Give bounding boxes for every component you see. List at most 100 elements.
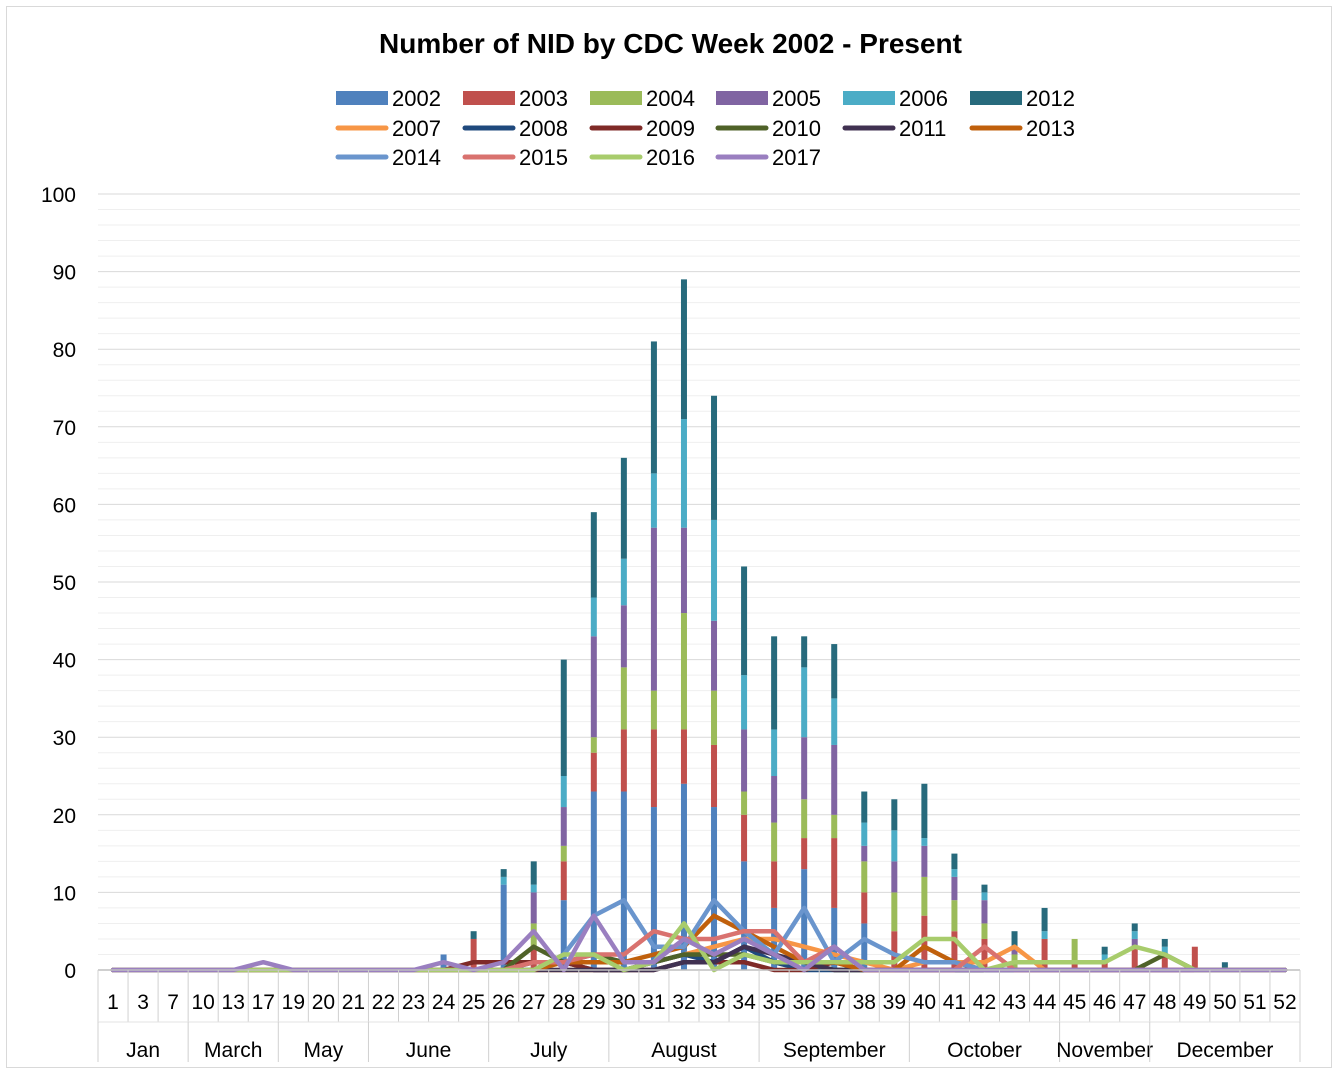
gridlines	[98, 193, 1300, 955]
legend-label-2015: 2015	[519, 145, 568, 170]
bar-2012-week-28	[560, 659, 567, 776]
bar-2006-week-29	[590, 597, 597, 637]
bar-2004-week-27	[530, 923, 537, 947]
bar-2012-week-38	[861, 791, 868, 823]
bar-2003-week-35	[771, 861, 778, 908]
bar-2004-week-41	[951, 900, 958, 932]
bar-2003-week-36	[801, 838, 808, 870]
x-tick-label: 23	[402, 991, 425, 1014]
bar-2004-week-36	[801, 799, 808, 839]
bar-2012-week-41	[951, 853, 958, 870]
x-axis: 1 3 7 10 13 17 19 20 21 22 23 24 25 26 27 28 29 30 31 32 33 3…	[97, 969, 1301, 1062]
bar-2006-week-37	[831, 698, 838, 745]
bar-2005-week-47	[1131, 938, 1138, 947]
bar-2002-week-37	[831, 907, 838, 970]
bar-2005-week-39	[891, 861, 898, 893]
bar-2006-week-31	[650, 473, 657, 528]
bar-2004-week-35	[771, 822, 778, 862]
chart-frame	[6, 6, 1332, 1068]
legend-label-2013: 2013	[1026, 116, 1075, 141]
bar-2006-week-28	[560, 776, 567, 808]
bar-2003-week-38	[861, 892, 868, 924]
bar-2006-week-36	[801, 667, 808, 738]
bar-2004-week-29	[590, 737, 597, 753]
bar-2012-week-34	[741, 566, 748, 676]
y-tick-label: 0	[64, 960, 76, 983]
y-tick-label: 50	[53, 572, 76, 595]
legend-swatch-2006	[843, 91, 895, 105]
bar-2003-week-30	[620, 729, 627, 792]
x-tick-label: 3	[137, 991, 149, 1014]
bar-2006-week-30	[620, 558, 627, 606]
legend-label-2007: 2007	[392, 116, 441, 141]
y-tick-label: 40	[53, 650, 76, 673]
bar-2012-week-44	[1041, 907, 1048, 932]
bar-2004-week-39	[891, 892, 898, 932]
x-tick-label: 39	[883, 991, 906, 1014]
bar-2002-week-33	[711, 807, 718, 970]
bar-2006-week-47	[1131, 931, 1138, 939]
bar-2002-week-34	[741, 861, 748, 970]
legend-label-2004: 2004	[646, 86, 695, 111]
bar-2003-week-32	[680, 729, 687, 784]
bar-2004-week-33	[711, 690, 718, 745]
legend-label-2010: 2010	[772, 116, 821, 141]
legend-label-2009: 2009	[646, 116, 695, 141]
x-tick-label: 26	[492, 991, 515, 1014]
bar-2002-week-26	[500, 884, 507, 970]
bar-2012-week-39	[891, 799, 898, 831]
legend-swatch-2012	[970, 91, 1022, 105]
bar-2002-week-30	[620, 791, 627, 970]
legend-swatch-2005	[716, 91, 768, 105]
bar-2004-week-31	[650, 690, 657, 730]
x-tick-label: 7	[167, 991, 179, 1014]
x-tick-label: 34	[732, 991, 756, 1014]
bar-2002-week-32	[680, 783, 687, 970]
month-label: September	[783, 1039, 886, 1062]
legend-label-2002: 2002	[392, 86, 441, 111]
y-tick-label: 10	[53, 882, 76, 905]
month-label: August	[651, 1039, 717, 1062]
bar-2005-week-41	[951, 876, 958, 901]
x-tick-label: 21	[342, 991, 365, 1014]
bar-2012-week-32	[680, 279, 687, 420]
y-tick-label: 30	[53, 727, 76, 750]
bar-2005-week-29	[590, 636, 597, 738]
x-tick-label: 37	[823, 991, 846, 1014]
bar-2003-week-41	[951, 931, 958, 970]
bar-2012-week-47	[1131, 923, 1138, 932]
line-series	[110, 897, 1288, 973]
bar-2004-week-37	[831, 814, 838, 839]
bar-2002-week-38	[861, 923, 868, 970]
bar-2005-week-34	[741, 729, 748, 792]
legend-swatch-2003	[463, 91, 515, 105]
bar-2012-week-46	[1101, 946, 1108, 955]
bar-2005-week-31	[650, 527, 657, 691]
bar-2012-week-25	[470, 931, 477, 939]
bar-2004-week-38	[861, 861, 868, 893]
bar-2012-week-33	[711, 395, 718, 520]
bar-2012-week-31	[650, 341, 657, 474]
bar-2012-week-50	[1221, 962, 1228, 970]
x-tick-label: 28	[552, 991, 575, 1014]
x-tick-label: 35	[762, 991, 785, 1014]
bar-2005-week-30	[620, 605, 627, 668]
x-tick-label: 52	[1273, 991, 1296, 1014]
bar-2003-week-29	[590, 752, 597, 792]
bar-2006-week-39	[891, 830, 898, 862]
x-tick-label: 31	[642, 991, 665, 1014]
bar-2012-week-37	[831, 644, 838, 699]
x-tick-label: 42	[973, 991, 996, 1014]
y-tick-label: 80	[53, 339, 76, 362]
chart-title: Number of NID by CDC Week 2002 - Present	[379, 28, 962, 59]
month-label: November	[1056, 1039, 1153, 1062]
bar-2003-week-27	[530, 946, 537, 970]
bar-2012-week-26	[500, 869, 507, 877]
bar-2006-week-44	[1041, 931, 1048, 939]
y-tick-label: 100	[41, 184, 76, 207]
bar-series	[440, 279, 1228, 970]
legend-label-2011: 2011	[899, 116, 946, 141]
bar-2012-week-40	[921, 783, 928, 839]
bar-2005-week-35	[771, 776, 778, 823]
x-tick-label: 51	[1243, 991, 1266, 1014]
